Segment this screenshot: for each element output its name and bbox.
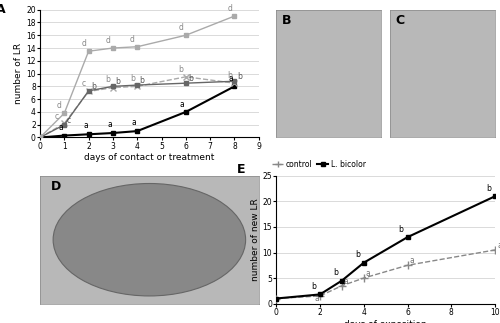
Text: d: d [106,36,110,45]
Text: a: a [497,241,500,250]
Text: a: a [108,120,112,129]
Text: b: b [116,78,120,86]
X-axis label: days of exposition: days of exposition [344,319,427,323]
Text: b: b [91,82,96,91]
Text: c: c [55,112,59,121]
Text: d: d [178,23,184,32]
Text: b: b [355,250,360,259]
Legend: control, indirect contact, 1µM IAA, 10µM IAA: control, indirect contact, 1µM IAA, 10µM… [18,0,247,1]
Text: a: a [366,269,370,278]
Text: b: b [188,74,193,83]
Text: b: b [486,184,491,193]
Y-axis label: number of LR: number of LR [14,43,24,104]
Text: E: E [237,163,246,176]
Text: b: b [130,74,135,83]
Text: a: a [410,256,414,265]
X-axis label: days of contact or treatment: days of contact or treatment [84,153,214,162]
Text: b: b [140,76,144,85]
Text: c: c [82,79,86,88]
Text: d: d [82,39,86,48]
Text: a: a [344,277,348,286]
Y-axis label: number of new LR: number of new LR [250,198,260,281]
Text: A: A [0,3,6,16]
Text: d: d [57,101,62,110]
Text: C: C [395,14,404,26]
Text: d: d [227,4,232,13]
Text: c: c [67,116,71,125]
Text: a: a [84,121,88,130]
Text: b: b [106,76,110,84]
Text: b: b [333,268,338,277]
Text: d: d [130,35,135,44]
Text: B: B [282,14,291,26]
Text: a: a [314,294,319,303]
Text: a: a [132,118,136,127]
Text: a: a [58,123,63,132]
Text: b: b [227,71,232,80]
Ellipse shape [53,183,246,296]
Text: b: b [237,72,242,81]
Text: b: b [178,65,184,74]
Text: a: a [180,100,184,109]
Text: b: b [311,282,316,291]
Text: b: b [398,224,404,234]
Legend: control, L. bicolor: control, L. bicolor [269,157,369,172]
Text: D: D [51,180,61,193]
Text: a: a [228,74,233,83]
